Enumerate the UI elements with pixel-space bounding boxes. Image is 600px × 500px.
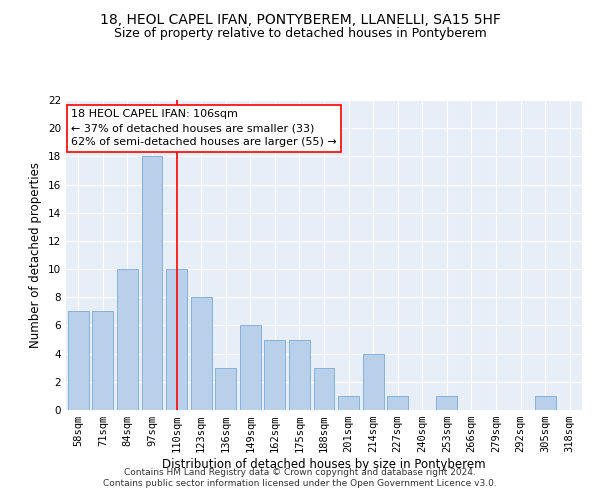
Bar xyxy=(240,326,261,410)
Bar xyxy=(142,156,163,410)
Bar xyxy=(387,396,408,410)
Bar xyxy=(535,396,556,410)
Y-axis label: Number of detached properties: Number of detached properties xyxy=(29,162,43,348)
Bar xyxy=(92,312,113,410)
Text: Size of property relative to detached houses in Pontyberem: Size of property relative to detached ho… xyxy=(113,28,487,40)
Bar xyxy=(436,396,457,410)
Bar xyxy=(338,396,359,410)
Bar xyxy=(289,340,310,410)
Bar xyxy=(362,354,383,410)
Bar xyxy=(117,269,138,410)
Text: 18 HEOL CAPEL IFAN: 106sqm
← 37% of detached houses are smaller (33)
62% of semi: 18 HEOL CAPEL IFAN: 106sqm ← 37% of deta… xyxy=(71,110,337,148)
Bar xyxy=(215,368,236,410)
Bar xyxy=(191,298,212,410)
Bar xyxy=(68,312,89,410)
Text: 18, HEOL CAPEL IFAN, PONTYBEREM, LLANELLI, SA15 5HF: 18, HEOL CAPEL IFAN, PONTYBEREM, LLANELL… xyxy=(100,12,500,26)
Text: Contains HM Land Registry data © Crown copyright and database right 2024.
Contai: Contains HM Land Registry data © Crown c… xyxy=(103,468,497,487)
X-axis label: Distribution of detached houses by size in Pontyberem: Distribution of detached houses by size … xyxy=(162,458,486,471)
Bar xyxy=(166,269,187,410)
Bar xyxy=(265,340,286,410)
Bar xyxy=(314,368,334,410)
